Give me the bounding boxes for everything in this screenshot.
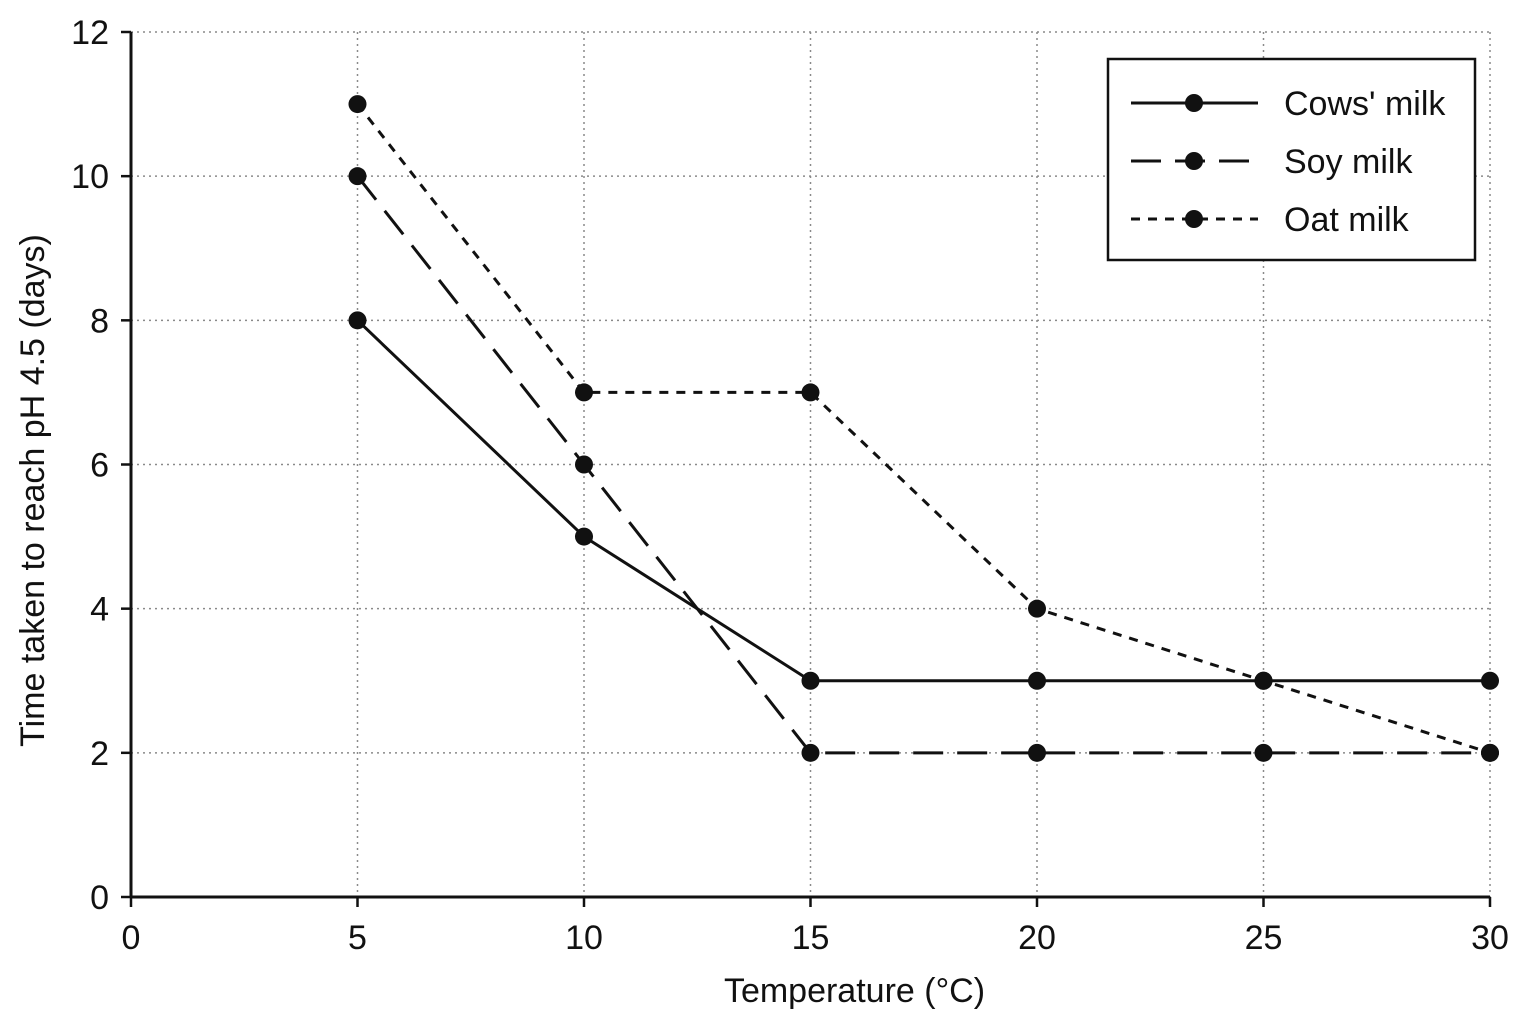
series-line-cows-milk — [356, 319, 1490, 683]
x-tick-label: 10 — [565, 919, 603, 957]
data-point-oat-milk — [1481, 743, 1499, 762]
y-tick-label: 0 — [90, 879, 109, 917]
data-point-cows-milk — [348, 311, 367, 330]
y-tick-label: 4 — [90, 591, 109, 629]
legend-box — [1106, 57, 1477, 262]
data-point-soy-milk — [575, 455, 593, 474]
legend-swatch-marker-cows-milk — [1185, 94, 1203, 112]
x-tick-label: 30 — [1471, 919, 1509, 957]
data-point-cows-milk — [801, 671, 820, 690]
data-point-cows-milk — [1481, 671, 1499, 690]
data-point-cows-milk — [575, 527, 593, 546]
data-point-oat-milk — [801, 383, 820, 402]
legend-label-oat-milk: Oat milk — [1284, 201, 1410, 239]
y-tick-label: 6 — [90, 447, 109, 485]
legend: Cows' milk Soy milk Oat milk — [1106, 57, 1477, 262]
data-point-soy-milk — [801, 743, 820, 762]
data-point-oat-milk — [1254, 671, 1273, 690]
y-axis-title: Time taken to reach pH 4.5 (days) — [14, 234, 52, 747]
x-tick-label: 0 — [122, 919, 141, 957]
y-tick-label: 12 — [71, 14, 109, 52]
legend-label-cows-milk: Cows' milk — [1284, 85, 1446, 123]
series-line-soy-milk — [356, 175, 1490, 755]
legend-swatch-marker-oat-milk — [1185, 210, 1203, 228]
axes: 0 5 10 15 20 25 30 0 2 4 6 8 10 12 — [71, 14, 1509, 957]
x-axis-title: Temperature (°C) — [724, 972, 985, 1010]
x-tick-label: 20 — [1018, 919, 1056, 957]
data-point-soy-milk — [1028, 743, 1046, 762]
data-point-oat-milk — [575, 383, 593, 402]
x-tick-label: 15 — [792, 919, 830, 957]
x-tick-label: 5 — [348, 919, 367, 957]
legend-label-soy-milk: Soy milk — [1284, 143, 1413, 181]
data-point-oat-milk — [348, 95, 367, 114]
series-oat-milk — [348, 95, 1499, 762]
x-tick-label: 25 — [1245, 919, 1283, 957]
y-tick-label: 2 — [90, 735, 109, 773]
series-line-oat-milk — [356, 103, 1491, 755]
series-lines — [348, 95, 1499, 762]
data-point-soy-milk — [1254, 743, 1273, 762]
data-point-soy-milk — [348, 167, 367, 186]
data-point-oat-milk — [1028, 599, 1046, 618]
data-point-cows-milk — [1028, 671, 1046, 690]
y-tick-label: 10 — [71, 158, 109, 196]
y-tick-label: 8 — [90, 302, 109, 340]
legend-swatch-marker-soy-milk — [1185, 152, 1203, 170]
